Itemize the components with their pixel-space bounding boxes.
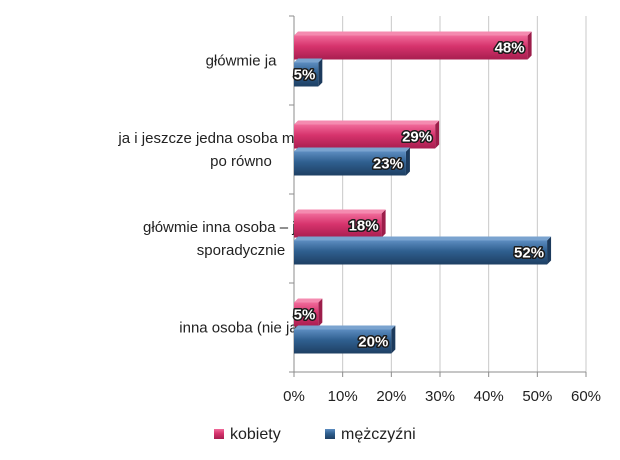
x-tick-label: 60% [571, 388, 601, 405]
data-label-shadow: 5% [294, 307, 316, 324]
data-label-shadow: 18% [349, 218, 379, 235]
bar-top [294, 120, 440, 125]
data-label: 23% [373, 156, 403, 173]
x-tick-label: 30% [425, 388, 455, 405]
category-label: sporadycznie [197, 242, 285, 259]
bar-side [547, 236, 552, 265]
bar-top [294, 209, 386, 214]
data-label: 5% [294, 67, 316, 84]
legend-swatch [214, 429, 224, 439]
data-label: 5% [294, 307, 316, 324]
bar-side [391, 325, 396, 354]
data-label: 29% [402, 129, 432, 146]
category-label: inna osoba (nie ja) [179, 320, 302, 337]
bar-top [294, 147, 410, 152]
data-label-shadow: 5% [294, 67, 316, 84]
bar-side [527, 31, 532, 60]
bar-side [405, 147, 410, 176]
legend-swatch [325, 429, 335, 439]
data-label-shadow: 29% [402, 129, 432, 146]
bar-top [294, 236, 552, 241]
x-tick-label: 40% [474, 388, 504, 405]
category-label: główmie ja [206, 53, 278, 70]
bar-side [435, 120, 440, 149]
data-label: 18% [349, 218, 379, 235]
x-tick-label: 10% [328, 388, 358, 405]
bar-mezczyzni [294, 329, 392, 354]
category-label: po równo [210, 153, 272, 170]
axes [289, 15, 587, 377]
data-label: 48% [495, 40, 525, 57]
data-label-shadow: 52% [514, 245, 544, 262]
bar-top [294, 325, 396, 330]
bar-mezczyzni [294, 62, 319, 87]
bar-top [294, 58, 323, 63]
x-tick-label: 20% [376, 388, 406, 405]
bar-side [318, 58, 323, 87]
legend: kobiety mężczyźni [214, 426, 416, 443]
x-tick-label: 0% [283, 388, 305, 405]
x-tick-labels: 0% 10% 20% 30% 40% 50% 60% [283, 388, 601, 405]
data-label-shadow: 23% [373, 156, 403, 173]
bar-side [318, 298, 323, 327]
legend-label: mężczyźni [341, 426, 416, 443]
data-labels: 48%48%5%5%29%29%23%23%18%18%52%52%5%5%20… [292, 38, 545, 352]
x-tick-label: 50% [522, 388, 552, 405]
bar-kobiety [294, 302, 319, 327]
data-label: 20% [358, 334, 388, 351]
category-label: główmie inna osoba – ja tylko [143, 219, 339, 236]
bar-mezczyzni [294, 240, 548, 265]
bar-kobiety [294, 124, 436, 149]
bar-top [294, 298, 323, 303]
bar-kobiety [294, 213, 382, 238]
data-label-shadow: 48% [495, 40, 525, 57]
data-label: 52% [514, 245, 544, 262]
gridlines [342, 16, 587, 372]
bar-top [294, 31, 532, 36]
bar-side [381, 209, 386, 238]
bars [294, 31, 552, 354]
data-label-shadow: 20% [358, 334, 388, 351]
bar-mezczyzni [294, 151, 406, 176]
legend-label: kobiety [230, 426, 281, 443]
bar-kobiety [294, 35, 528, 60]
